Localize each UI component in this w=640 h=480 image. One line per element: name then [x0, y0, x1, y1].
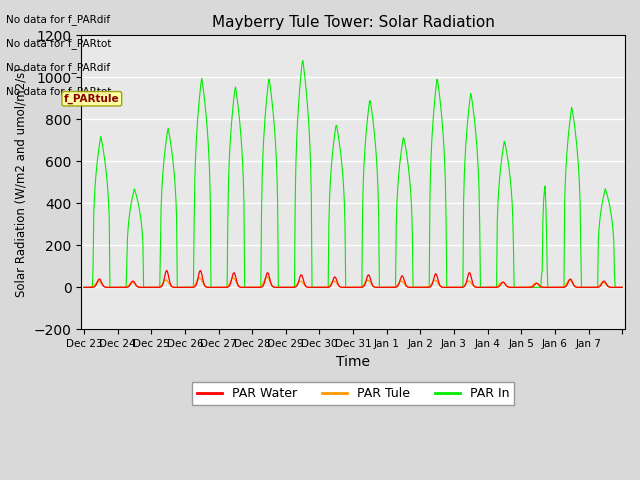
Text: f_PARtule: f_PARtule	[64, 94, 120, 104]
Text: No data for f_PARdif: No data for f_PARdif	[6, 62, 111, 73]
Text: No data for f_PARdif: No data for f_PARdif	[6, 14, 111, 25]
Legend: PAR Water, PAR Tule, PAR In: PAR Water, PAR Tule, PAR In	[192, 383, 515, 406]
Y-axis label: Solar Radiation (W/m2 and umol/m2/s): Solar Radiation (W/m2 and umol/m2/s)	[15, 67, 28, 297]
Text: No data for f_PARtot: No data for f_PARtot	[6, 38, 112, 49]
Text: No data for f_PARtot: No data for f_PARtot	[6, 86, 112, 97]
X-axis label: Time: Time	[336, 355, 370, 369]
Title: Mayberry Tule Tower: Solar Radiation: Mayberry Tule Tower: Solar Radiation	[212, 15, 495, 30]
